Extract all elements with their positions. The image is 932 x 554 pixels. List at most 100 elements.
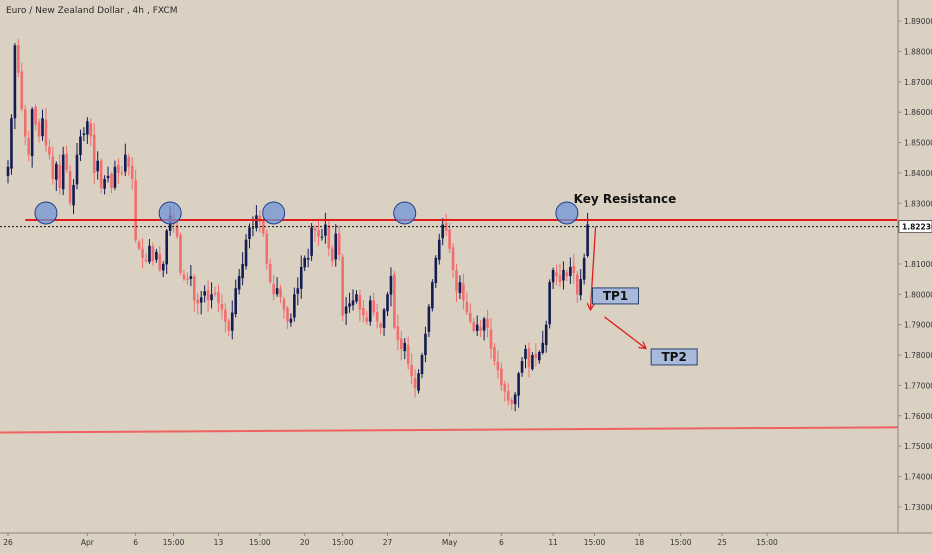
time-tick-label: Apr xyxy=(81,538,95,547)
candle-body xyxy=(313,228,317,231)
candle-body xyxy=(469,312,472,322)
candle-body xyxy=(506,391,510,401)
time-tick-label: 6 xyxy=(133,538,138,547)
key-resistance-label: Key Resistance xyxy=(574,192,677,206)
candle-body xyxy=(30,109,34,157)
candle-body xyxy=(92,134,96,173)
candle-body xyxy=(472,322,476,331)
candle-body xyxy=(61,154,65,190)
candle-body xyxy=(99,160,103,189)
candle-body xyxy=(331,248,334,261)
candle-body xyxy=(444,222,448,231)
candle-body xyxy=(27,138,30,155)
candle-body xyxy=(82,133,86,135)
candle-body xyxy=(524,348,527,360)
candle-body xyxy=(544,324,548,346)
candle-body xyxy=(531,355,534,370)
candle-body xyxy=(303,257,306,268)
candle-body xyxy=(465,301,469,313)
resistance-touch-circle xyxy=(555,201,579,225)
candle-body xyxy=(393,274,396,328)
resistance-touch-circle xyxy=(393,201,417,225)
resistance-touch-circle xyxy=(158,201,182,225)
candle-body xyxy=(396,326,400,340)
candle-body xyxy=(541,342,545,353)
candle-body xyxy=(424,333,427,356)
candle-body xyxy=(500,368,503,386)
candle-body xyxy=(189,276,193,279)
candle-body xyxy=(362,308,365,316)
candle-body xyxy=(572,265,576,274)
time-tick-label: 15:00 xyxy=(163,538,185,547)
price-tick-label: 1.78000 xyxy=(904,351,932,360)
candle-body xyxy=(130,165,134,179)
candle-body xyxy=(538,352,541,361)
candle-body xyxy=(224,309,227,322)
time-tick-label: 15:00 xyxy=(332,538,354,547)
time-tick-label: 15:00 xyxy=(584,538,606,547)
price-tick-label: 1.75000 xyxy=(904,442,932,451)
price-tick-label: 1.83000 xyxy=(904,199,932,208)
candle-body xyxy=(486,318,489,328)
candle-body xyxy=(575,274,579,295)
resistance-touch-circle xyxy=(262,201,286,225)
time-tick-label: 15:00 xyxy=(249,538,271,547)
candle-body xyxy=(586,224,589,256)
candle-body xyxy=(569,267,572,277)
candle-body xyxy=(196,299,200,304)
candle-body xyxy=(127,156,131,167)
candle-body xyxy=(282,299,286,310)
candle-body xyxy=(448,229,451,249)
candle-body xyxy=(120,172,124,174)
candle-body xyxy=(489,329,493,349)
candle-body xyxy=(293,294,296,318)
candle-body xyxy=(158,254,162,271)
candle-body xyxy=(165,230,168,265)
candle-body xyxy=(151,246,155,261)
candle-body xyxy=(137,241,141,249)
candle-body xyxy=(275,288,279,295)
price-tick-label: 1.77000 xyxy=(904,381,932,390)
candle-body xyxy=(482,318,486,331)
candle-body xyxy=(337,233,341,255)
candle-body xyxy=(286,307,289,322)
candle-body xyxy=(41,118,44,137)
target-box-1 xyxy=(592,287,639,305)
candle-body xyxy=(220,303,224,310)
candle-body xyxy=(493,347,496,362)
candle-body xyxy=(272,284,275,295)
candle-body xyxy=(555,272,558,277)
price-tick-label: 1.85000 xyxy=(904,139,932,148)
support-line xyxy=(0,426,899,434)
exchange-label: FXCM xyxy=(152,6,178,16)
candle-body xyxy=(241,263,244,279)
candle-body xyxy=(262,221,265,234)
candle-body xyxy=(382,309,386,328)
candle-body xyxy=(355,294,358,302)
candle-body xyxy=(368,300,372,322)
candle-body xyxy=(513,394,517,405)
candle-body xyxy=(413,377,417,389)
candles-group xyxy=(6,39,589,412)
candle-body xyxy=(306,257,310,260)
price-tick-label: 1.76000 xyxy=(904,412,932,421)
time-tick-label: May xyxy=(442,538,458,547)
candle-body xyxy=(251,227,255,229)
candle-body xyxy=(527,348,531,368)
candle-body xyxy=(20,71,24,110)
candle-body xyxy=(551,270,555,283)
candle-body xyxy=(431,282,434,309)
time-tick-label: 15:00 xyxy=(756,538,778,547)
candle-body xyxy=(58,164,62,189)
candle-body xyxy=(258,216,262,222)
candle-body xyxy=(400,338,403,349)
time-tick-label: 25 xyxy=(717,538,727,547)
candle-body xyxy=(186,278,189,280)
interval-label: 4h xyxy=(132,6,144,16)
candle-body xyxy=(458,282,462,294)
candle-body xyxy=(213,292,217,295)
candle-body xyxy=(203,291,206,296)
candle-body xyxy=(51,156,55,179)
